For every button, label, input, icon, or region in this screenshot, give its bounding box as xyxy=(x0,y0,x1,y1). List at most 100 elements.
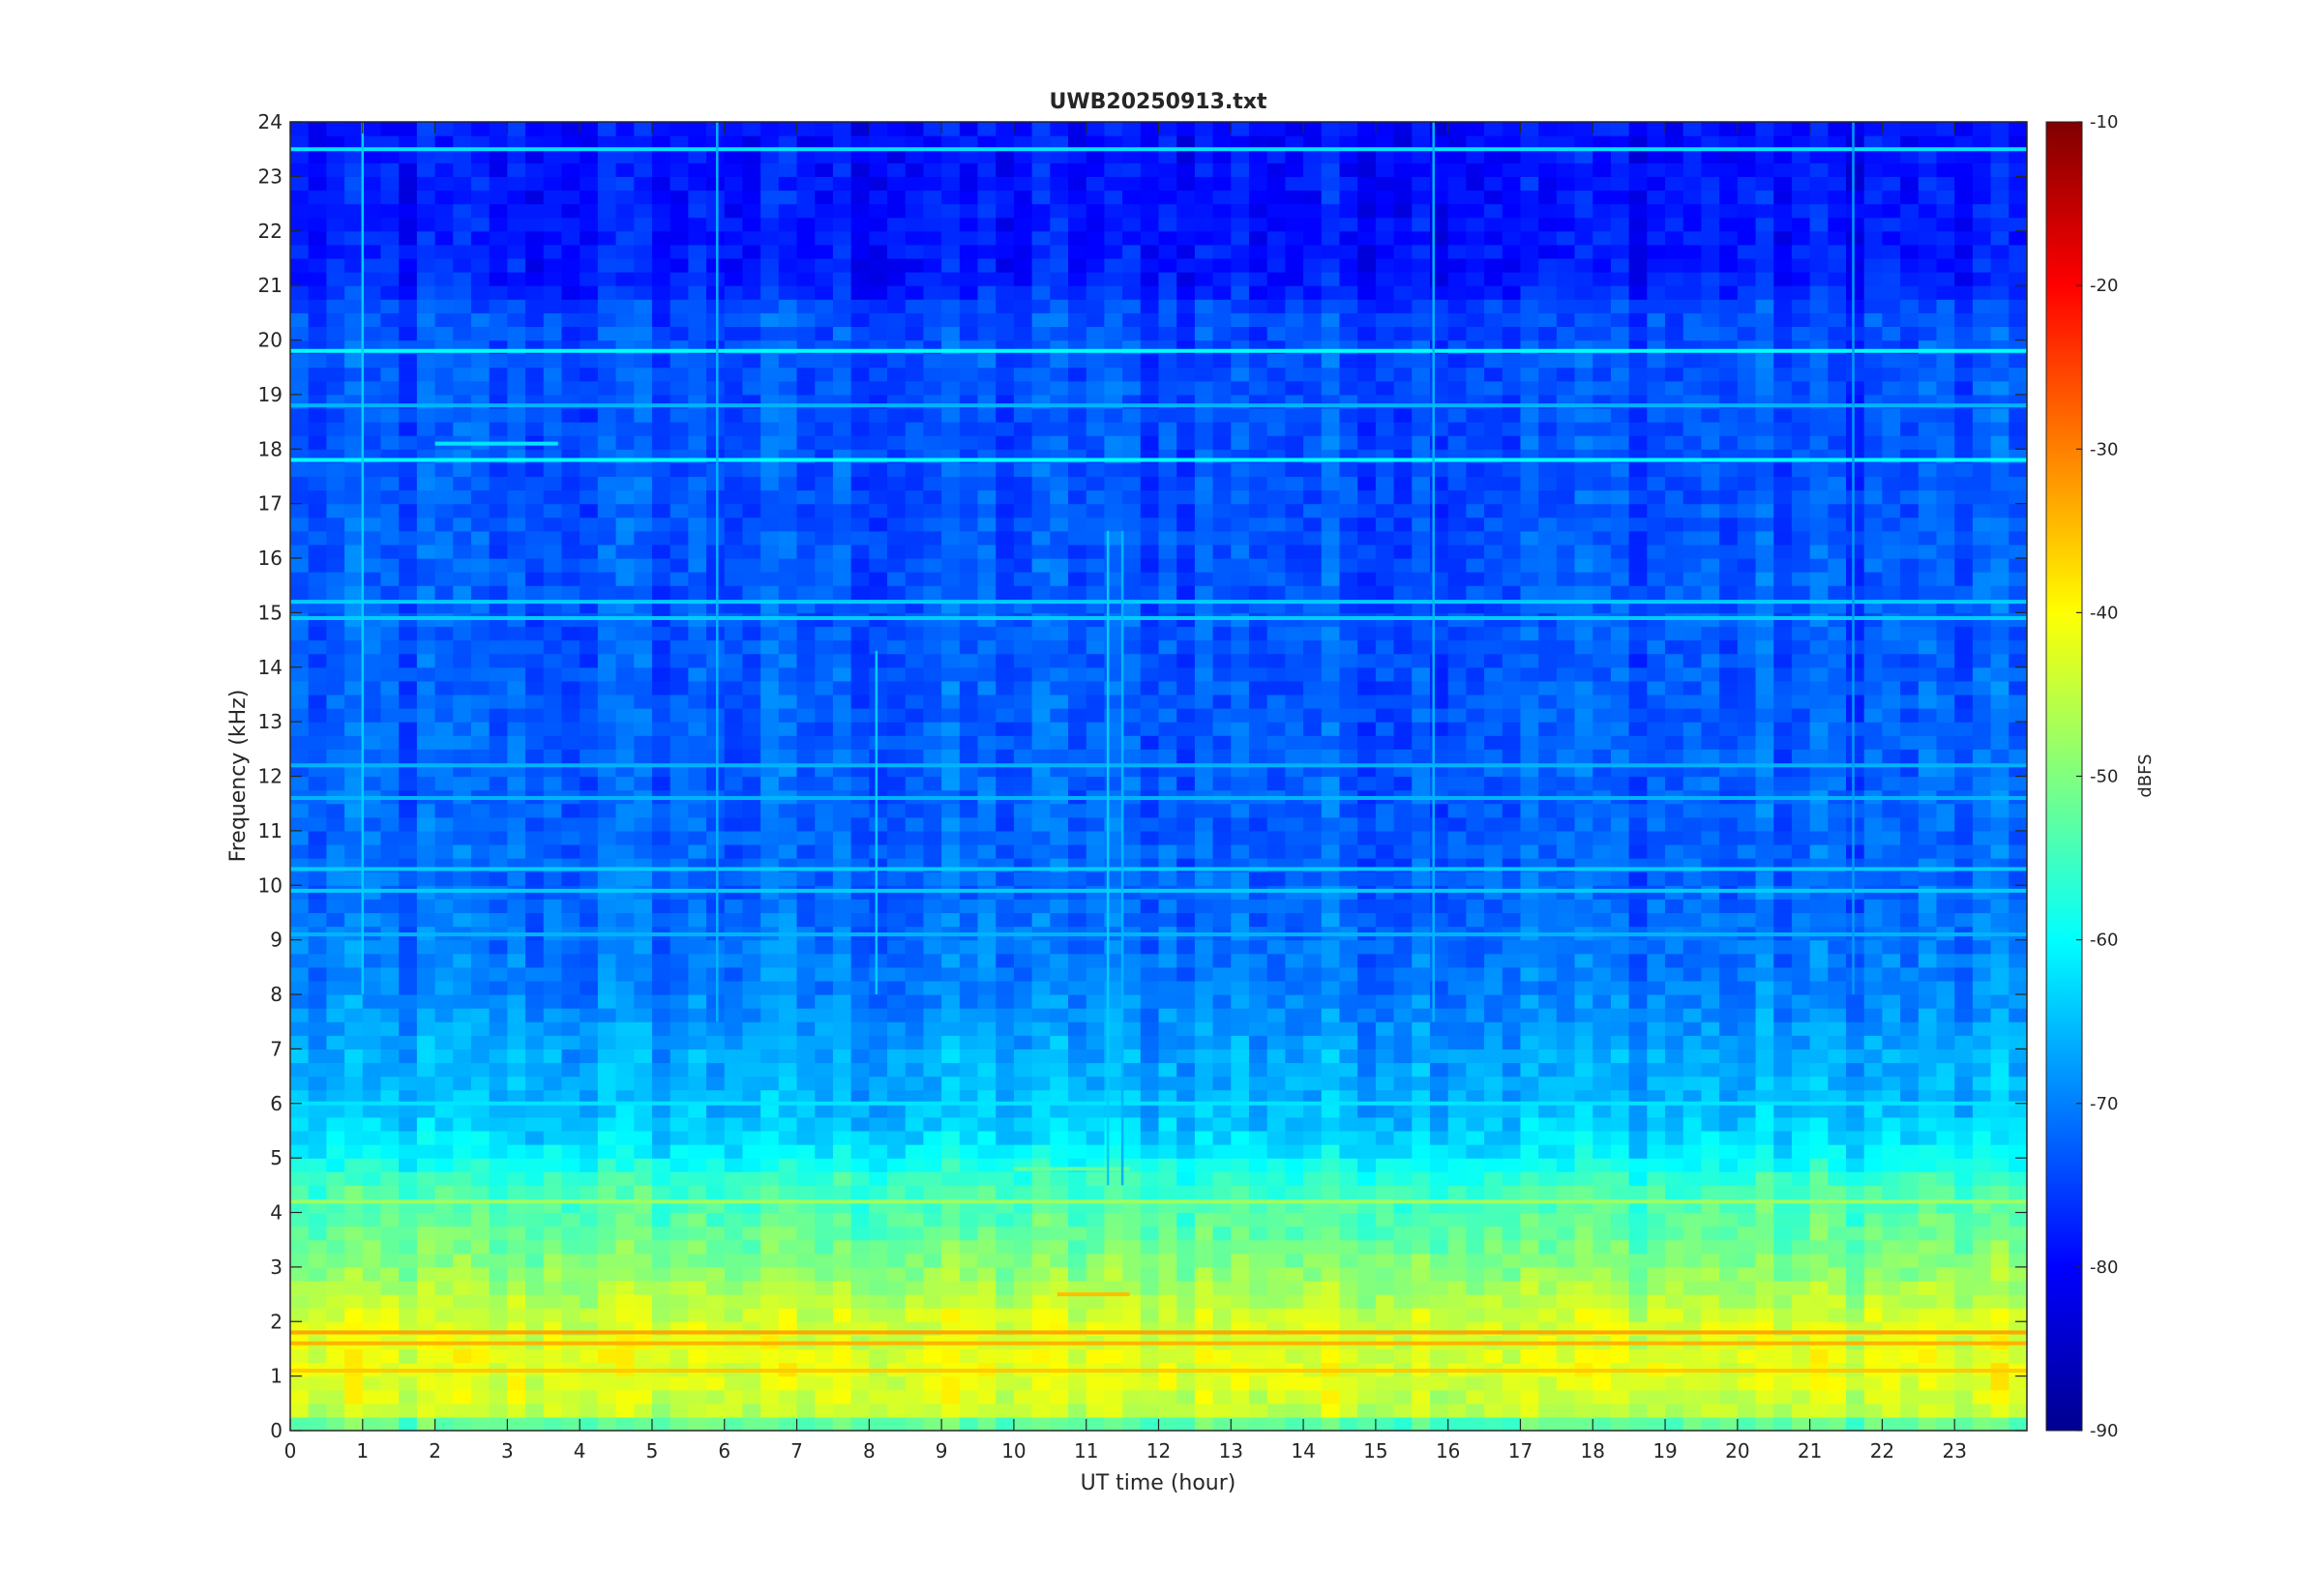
heatmap-cell xyxy=(1484,776,1503,791)
heatmap-cell xyxy=(1466,994,1485,1009)
heatmap-cell xyxy=(580,1403,599,1418)
heatmap-cell xyxy=(1248,899,1268,914)
heatmap-cell xyxy=(742,1226,761,1241)
heatmap-cell xyxy=(1447,1226,1467,1241)
heatmap-cell xyxy=(1176,816,1196,832)
heatmap-cell xyxy=(1502,816,1522,832)
heatmap-cell xyxy=(815,1375,834,1391)
heatmap-cell xyxy=(1086,722,1106,736)
heatmap-cell xyxy=(1140,1375,1160,1391)
heatmap-cell xyxy=(1682,1144,1703,1159)
heatmap-cell xyxy=(742,1212,761,1227)
heatmap-cell xyxy=(1846,1212,1865,1227)
heatmap-cell xyxy=(380,1375,400,1391)
heatmap-cell xyxy=(1375,1130,1395,1145)
heatmap-cell xyxy=(1122,953,1142,968)
heatmap-cell xyxy=(1050,1226,1069,1241)
heatmap-cell xyxy=(1665,1171,1684,1186)
heatmap-cell xyxy=(905,1158,925,1172)
heatmap-cell xyxy=(1447,1035,1467,1049)
heatmap-cell xyxy=(1828,953,1847,968)
heatmap-cell xyxy=(344,1403,364,1418)
heatmap-cell xyxy=(1357,994,1377,1009)
heatmap-cell xyxy=(1266,1158,1286,1172)
heatmap-cell xyxy=(815,912,834,928)
heatmap-cell xyxy=(1593,1280,1612,1295)
heatmap-cell xyxy=(543,899,563,914)
heatmap-cell xyxy=(1520,939,1539,955)
heatmap-cell xyxy=(1393,1239,1413,1255)
heatmap-cell xyxy=(1086,803,1106,818)
heatmap-cell xyxy=(941,722,961,736)
heatmap-cell xyxy=(1647,966,1666,982)
heatmap-cell xyxy=(1863,966,1884,982)
heatmap-cell xyxy=(905,1253,925,1268)
heatmap-cell xyxy=(1828,1130,1847,1145)
heatmap-cell xyxy=(525,1049,545,1064)
heatmap-cell xyxy=(1737,1076,1757,1091)
heatmap-cell xyxy=(1737,735,1757,750)
heatmap-cell xyxy=(1538,722,1558,736)
heatmap-cell xyxy=(1122,1021,1142,1036)
heatmap-cell xyxy=(380,1103,400,1118)
heatmap-cell xyxy=(1176,1348,1196,1364)
heatmap-cell xyxy=(1502,1089,1522,1105)
heatmap-cell xyxy=(887,735,907,750)
heatmap-cell xyxy=(1593,722,1612,736)
heatmap-cell xyxy=(290,1035,310,1049)
heatmap-cell xyxy=(760,980,780,995)
heatmap-cell xyxy=(453,1226,472,1241)
heatmap-cell xyxy=(796,1185,816,1199)
heatmap-cell xyxy=(1321,749,1341,763)
heatmap-cell xyxy=(742,1253,761,1268)
heatmap-cell xyxy=(489,1403,508,1418)
heatmap-cell xyxy=(489,1103,508,1118)
heatmap-cell xyxy=(1068,1089,1087,1105)
heatmap-cell xyxy=(362,1158,382,1172)
heatmap-cell xyxy=(1809,1103,1829,1118)
heatmap-cell xyxy=(308,1253,327,1268)
heatmap-cell xyxy=(1086,1008,1106,1022)
heatmap-cell xyxy=(1972,872,1992,886)
heatmap-cell xyxy=(1737,966,1757,982)
heatmap-cell xyxy=(1231,980,1250,995)
heatmap-cell xyxy=(434,1416,454,1431)
heatmap-cell xyxy=(941,912,961,928)
heatmap-cell xyxy=(1086,1280,1106,1295)
heatmap-cell xyxy=(850,1389,870,1404)
heatmap-cell xyxy=(832,1212,852,1227)
heatmap-cell xyxy=(1556,1280,1576,1295)
heatmap-cell xyxy=(580,912,599,928)
heatmap-cell xyxy=(1918,1062,1938,1078)
heatmap-cell xyxy=(416,1212,436,1227)
heatmap-cell xyxy=(1013,980,1033,995)
heatmap-cell xyxy=(1140,1389,1160,1404)
heatmap-cell xyxy=(1755,816,1774,832)
heatmap-cell xyxy=(1990,843,2009,859)
heatmap-cell xyxy=(1266,1116,1286,1132)
heatmap-cell xyxy=(525,1116,545,1132)
heatmap-cell xyxy=(1936,1062,1955,1078)
heatmap-cell xyxy=(1737,1008,1757,1022)
heatmap-cell xyxy=(1972,1144,1992,1159)
heatmap-cell xyxy=(850,1089,870,1105)
heatmap-cell xyxy=(1013,1266,1033,1282)
heatmap-cell xyxy=(1665,816,1684,832)
heatmap-cell xyxy=(832,1116,852,1132)
heatmap-cell xyxy=(1104,1239,1123,1255)
heatmap-cell xyxy=(290,1266,310,1282)
heatmap-cell xyxy=(996,912,1015,928)
heatmap-cell xyxy=(1538,1212,1558,1227)
heatmap-cell xyxy=(1050,939,1069,955)
heatmap-cell xyxy=(941,830,961,845)
heatmap-cell xyxy=(796,1089,816,1105)
heatmap-cell xyxy=(1303,1294,1323,1309)
heatmap-cell xyxy=(1212,1266,1232,1282)
heatmap-cell xyxy=(1266,1280,1286,1295)
heatmap-cell xyxy=(815,776,834,791)
heatmap-cell xyxy=(1447,722,1467,736)
heatmap-cell xyxy=(996,1185,1015,1199)
heatmap-cell xyxy=(1412,966,1431,982)
heatmap-cell xyxy=(1936,1171,1955,1186)
heatmap-cell xyxy=(1918,899,1938,914)
